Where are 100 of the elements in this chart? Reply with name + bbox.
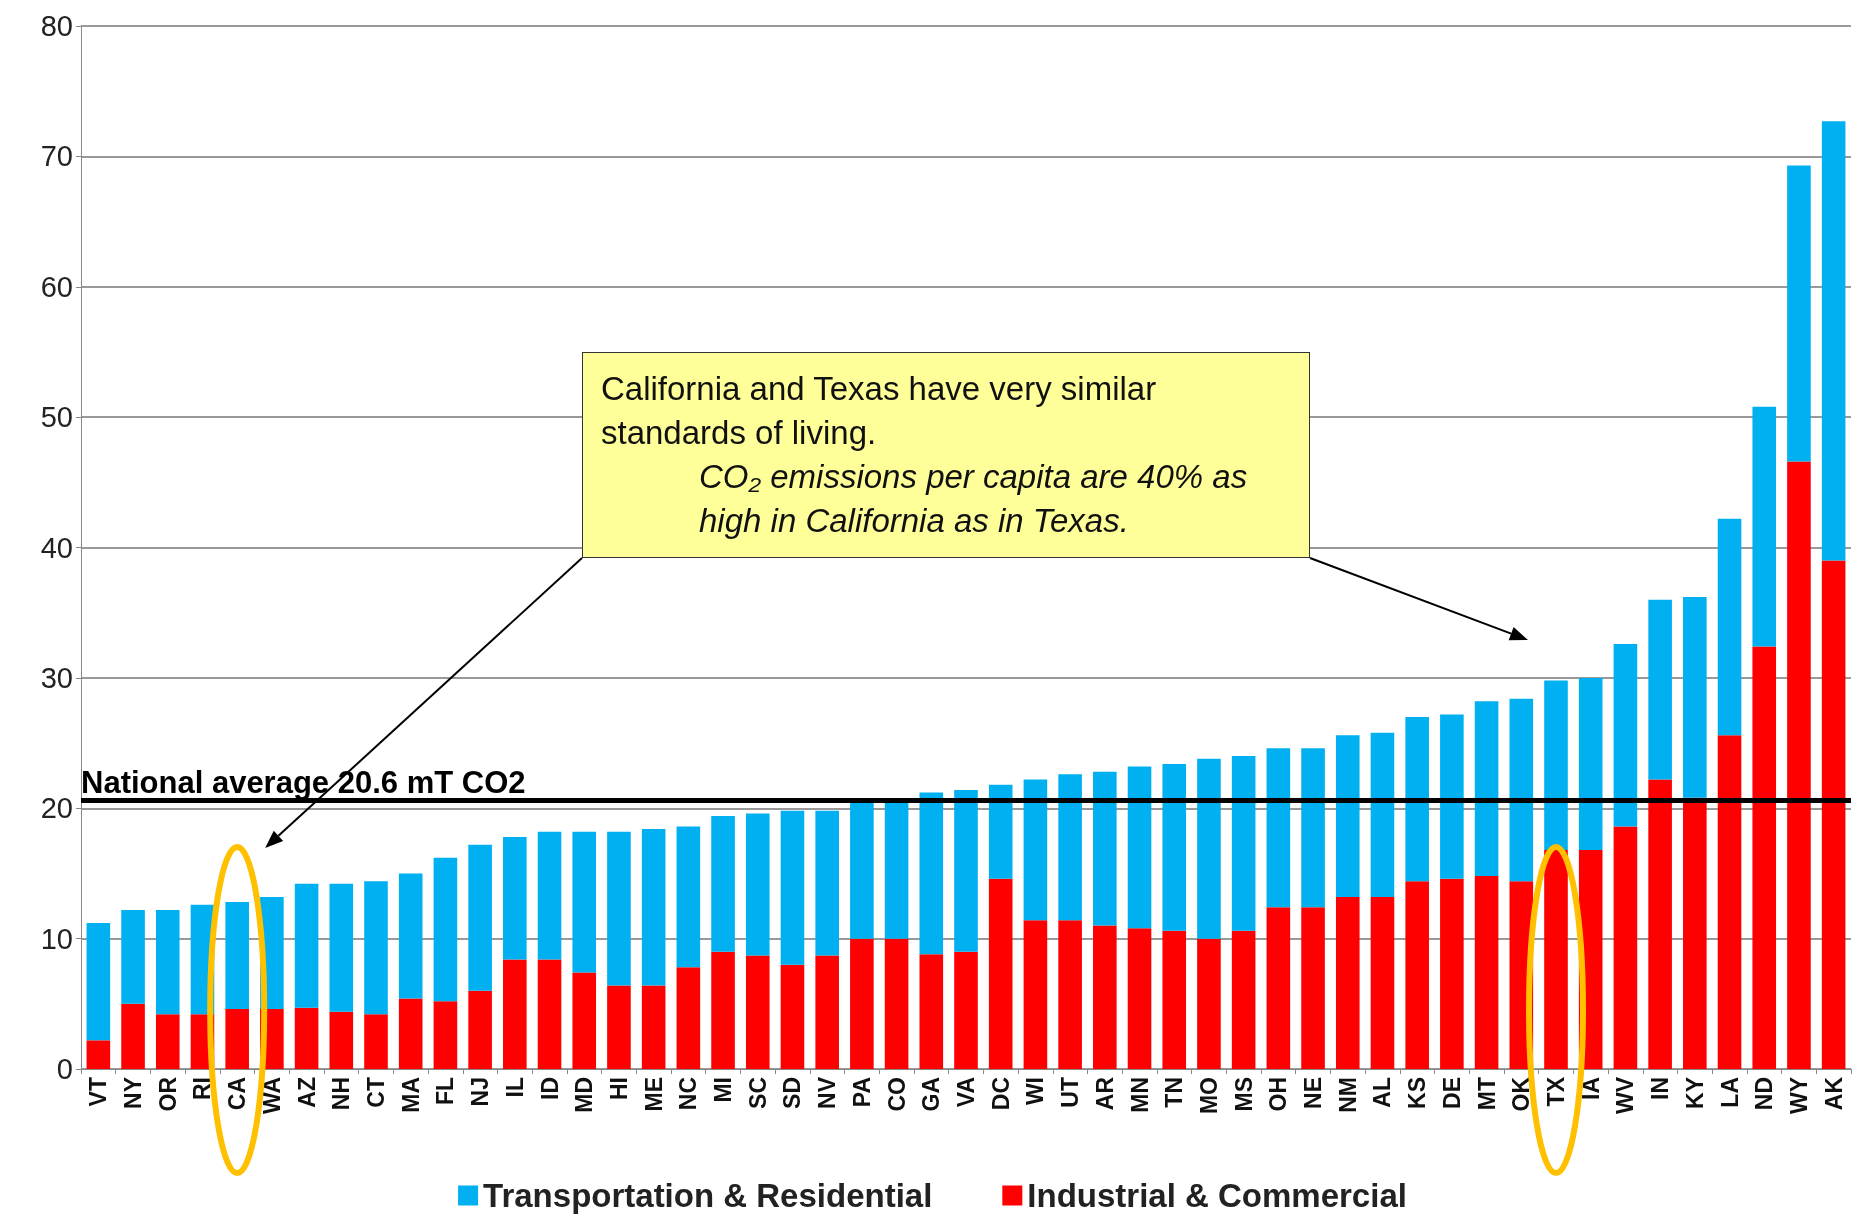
bar bbox=[294, 1007, 319, 1069]
bar bbox=[572, 831, 597, 973]
y-tick-label: 70 bbox=[40, 140, 73, 173]
bar bbox=[329, 1011, 354, 1069]
bar bbox=[1266, 748, 1291, 908]
bar bbox=[1821, 560, 1846, 1069]
legend-label: Transportation & Residential bbox=[483, 1177, 933, 1214]
bar bbox=[1023, 920, 1048, 1069]
bar bbox=[155, 1014, 180, 1069]
bar bbox=[1787, 165, 1811, 462]
bar bbox=[1405, 881, 1429, 1069]
bar bbox=[364, 1014, 388, 1069]
bar bbox=[121, 909, 145, 1004]
bar bbox=[1717, 735, 1742, 1069]
bar bbox=[86, 922, 111, 1041]
bar bbox=[537, 959, 562, 1069]
y-tick-label: 30 bbox=[40, 661, 73, 694]
y-tick-label: 80 bbox=[40, 10, 73, 42]
ref-line-label: National average 20.6 mT CO2 bbox=[81, 765, 526, 801]
bar bbox=[919, 954, 944, 1069]
bar bbox=[1440, 878, 1464, 1069]
bar bbox=[711, 951, 735, 1069]
x-tick-label: WI bbox=[1022, 1077, 1049, 1106]
bar bbox=[225, 1009, 249, 1069]
x-tick-label: SD bbox=[779, 1077, 806, 1109]
x-tick-label: ND bbox=[1751, 1077, 1778, 1111]
x-tick-label: MO bbox=[1195, 1077, 1222, 1115]
bar bbox=[1231, 756, 1256, 931]
bar bbox=[850, 938, 874, 1069]
y-tick-label: 0 bbox=[56, 1053, 73, 1085]
bar bbox=[1752, 646, 1777, 1069]
bar bbox=[1717, 518, 1742, 736]
x-tick-label: WY bbox=[1785, 1077, 1812, 1115]
bar bbox=[745, 813, 770, 956]
x-tick-label: NV bbox=[814, 1076, 841, 1109]
x-tick-label: AZ bbox=[293, 1077, 320, 1108]
x-tick-label: LA bbox=[1716, 1077, 1743, 1108]
bar bbox=[1058, 774, 1082, 921]
bar bbox=[155, 909, 180, 1015]
bar bbox=[1127, 766, 1152, 929]
x-tick-label: IL bbox=[501, 1077, 528, 1098]
bar bbox=[468, 990, 492, 1069]
bar bbox=[815, 955, 839, 1069]
x-tick-label: TX bbox=[1543, 1076, 1569, 1107]
bar bbox=[1162, 763, 1187, 931]
bar bbox=[1474, 701, 1499, 877]
x-tick-label: NJ bbox=[467, 1077, 494, 1107]
bar bbox=[1613, 643, 1638, 827]
bar bbox=[86, 1040, 111, 1069]
x-tick-label: HI bbox=[605, 1077, 632, 1100]
x-tick-label: AK bbox=[1820, 1076, 1847, 1111]
bar bbox=[1683, 597, 1707, 798]
bar bbox=[1301, 748, 1325, 908]
bar bbox=[1440, 714, 1464, 879]
x-tick-label: KS bbox=[1404, 1077, 1431, 1109]
bar bbox=[1058, 920, 1082, 1069]
bar bbox=[1162, 930, 1187, 1069]
x-tick-label: MI bbox=[710, 1077, 737, 1103]
x-tick-label: AL bbox=[1369, 1077, 1396, 1108]
bar bbox=[1648, 599, 1672, 780]
bar bbox=[225, 902, 249, 1010]
bar bbox=[676, 826, 701, 968]
bar bbox=[1335, 896, 1360, 1069]
x-tick-label: CA bbox=[224, 1077, 251, 1111]
bar bbox=[919, 792, 944, 955]
bar bbox=[641, 829, 666, 986]
x-tick-label: PA bbox=[848, 1077, 875, 1108]
x-tick-label: IN bbox=[1647, 1077, 1674, 1100]
bar bbox=[294, 883, 319, 1008]
bar bbox=[398, 998, 423, 1069]
x-tick-label: UT bbox=[1057, 1077, 1084, 1108]
bar bbox=[607, 985, 631, 1069]
bar bbox=[503, 959, 527, 1069]
x-tick-label: WA bbox=[258, 1077, 285, 1115]
bar bbox=[1335, 735, 1360, 897]
bar bbox=[1405, 716, 1429, 882]
bar bbox=[1509, 698, 1534, 882]
x-tick-label: ME bbox=[640, 1077, 667, 1112]
bar bbox=[850, 803, 874, 939]
x-tick-label: DE bbox=[1438, 1077, 1465, 1109]
bar bbox=[1544, 680, 1568, 850]
bar bbox=[1231, 930, 1256, 1069]
x-tick-label: NM bbox=[1334, 1077, 1361, 1113]
bar bbox=[1544, 849, 1568, 1069]
bar bbox=[884, 803, 909, 939]
x-tick-label: DC bbox=[987, 1077, 1014, 1111]
bar bbox=[780, 964, 805, 1069]
x-tick-label: CT bbox=[363, 1077, 389, 1108]
bar bbox=[1752, 406, 1777, 647]
x-tick-label: MS bbox=[1230, 1077, 1257, 1112]
bar bbox=[607, 831, 631, 986]
bar bbox=[329, 883, 354, 1012]
y-tick-label: 60 bbox=[40, 270, 73, 303]
bar bbox=[1093, 771, 1117, 926]
bar bbox=[1266, 907, 1291, 1069]
bar bbox=[433, 1001, 458, 1069]
x-tick-label: CO bbox=[883, 1077, 910, 1112]
bar bbox=[1474, 876, 1499, 1069]
bar bbox=[954, 790, 978, 952]
x-tick-label: OR bbox=[154, 1076, 181, 1112]
